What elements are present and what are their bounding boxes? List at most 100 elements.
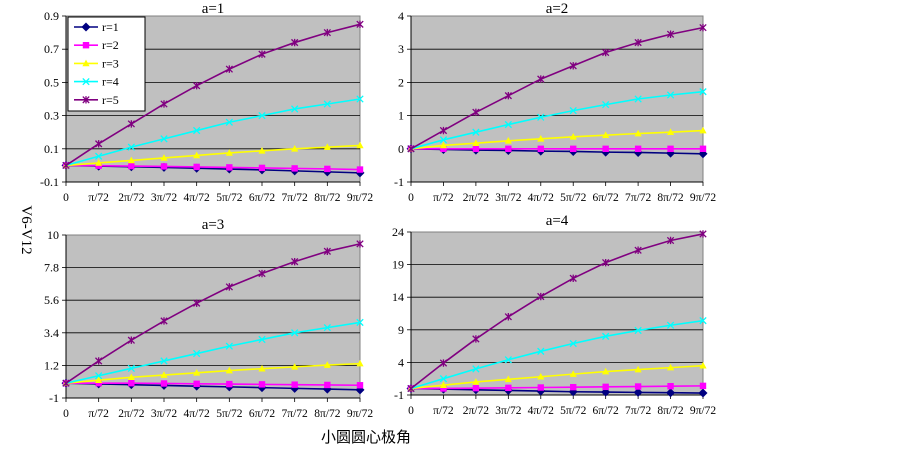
data-point bbox=[356, 141, 364, 149]
data-point bbox=[439, 359, 448, 367]
data-point bbox=[323, 143, 331, 150]
data-point bbox=[225, 342, 233, 350]
data-point bbox=[504, 375, 512, 383]
x-tick-label: 5π/72 bbox=[216, 408, 243, 420]
x-tick-label: 6π/72 bbox=[249, 192, 276, 204]
data-point bbox=[160, 100, 168, 108]
data-point bbox=[356, 359, 364, 367]
data-point bbox=[95, 162, 102, 169]
y-tick-label: 10 bbox=[47, 228, 59, 242]
data-point bbox=[95, 379, 102, 387]
data-point bbox=[699, 361, 707, 369]
data-point bbox=[504, 137, 512, 144]
series-line bbox=[410, 148, 704, 155]
x-tick-label: 5π/72 bbox=[216, 192, 243, 204]
y-tick-label: 0 bbox=[398, 142, 404, 156]
legend-marker bbox=[82, 42, 90, 49]
x-tick-label: 2π/72 bbox=[463, 192, 490, 204]
x-tick-label: 7π/72 bbox=[625, 405, 652, 417]
x-tick-label: 4π/72 bbox=[184, 408, 211, 420]
data-point bbox=[472, 365, 480, 373]
y-tick-label: -1 bbox=[49, 391, 59, 405]
series-line bbox=[65, 382, 361, 391]
data-point bbox=[666, 236, 675, 245]
series-line bbox=[410, 26, 704, 150]
data-point bbox=[356, 240, 364, 248]
series-line bbox=[65, 144, 361, 167]
data-point bbox=[127, 120, 135, 128]
data-point bbox=[569, 62, 577, 70]
data-point bbox=[699, 145, 707, 152]
data-point bbox=[602, 145, 609, 152]
data-point bbox=[504, 91, 512, 100]
data-point bbox=[160, 317, 168, 325]
chart-title: a=4 bbox=[546, 213, 569, 229]
y-axis-label: V6-V12 bbox=[18, 205, 34, 254]
data-point bbox=[323, 247, 331, 255]
chart-panel: -1 4 9 14 19 24 0 π/72 2π/72 3π/72 4π/72 5π/72 6π/72… bbox=[392, 213, 716, 417]
y-tick-label: -1 bbox=[394, 388, 404, 402]
data-point bbox=[666, 321, 675, 329]
data-point bbox=[472, 384, 480, 392]
series-line bbox=[65, 164, 361, 171]
data-point bbox=[128, 379, 135, 387]
data-point bbox=[569, 106, 577, 115]
x-tick-label: 3π/72 bbox=[151, 192, 178, 204]
data-point bbox=[570, 145, 577, 152]
data-point bbox=[602, 332, 610, 340]
data-point bbox=[699, 382, 707, 390]
chart-panel: -1 1.2 3.4 5.6 7.8 10 0 π/72 2π/72 3π/72 4π/72 5π/7… bbox=[44, 217, 373, 420]
data-point bbox=[127, 364, 135, 373]
data-point bbox=[225, 65, 233, 73]
data-point bbox=[667, 382, 674, 390]
data-point bbox=[440, 145, 447, 152]
x-tick-label: 9π/72 bbox=[690, 192, 717, 204]
data-point bbox=[505, 145, 512, 152]
plot-area bbox=[410, 231, 704, 396]
y-tick-label: 2 bbox=[398, 75, 404, 89]
data-point bbox=[291, 381, 298, 388]
data-point bbox=[569, 339, 577, 348]
legend-marker bbox=[82, 77, 90, 86]
data-point bbox=[291, 145, 299, 152]
data-point bbox=[258, 146, 266, 154]
data-point bbox=[291, 165, 298, 172]
data-point bbox=[537, 372, 545, 380]
data-point bbox=[698, 149, 708, 159]
data-point bbox=[193, 299, 201, 307]
x-tick-label: 4π/72 bbox=[528, 192, 555, 204]
x-tick-label: 5π/72 bbox=[560, 405, 587, 417]
series-line bbox=[410, 233, 704, 390]
data-point bbox=[127, 336, 135, 344]
data-point bbox=[634, 129, 642, 137]
x-tick-label: 5π/72 bbox=[560, 192, 587, 204]
data-point bbox=[699, 23, 707, 32]
data-point bbox=[323, 100, 331, 108]
x-tick-label: 8π/72 bbox=[657, 405, 684, 417]
series-line bbox=[66, 382, 361, 387]
data-point bbox=[356, 95, 364, 103]
legend-label: r=4 bbox=[102, 75, 119, 89]
data-point bbox=[504, 120, 512, 129]
legend-label: r=5 bbox=[102, 93, 119, 107]
data-point bbox=[225, 118, 233, 126]
data-point bbox=[95, 152, 103, 160]
data-point bbox=[258, 364, 266, 372]
data-point bbox=[699, 126, 707, 134]
data-point bbox=[258, 50, 266, 58]
data-point bbox=[193, 369, 201, 376]
x-tick-label: π/72 bbox=[433, 405, 454, 417]
data-point bbox=[225, 283, 233, 291]
data-point bbox=[128, 162, 135, 170]
data-point bbox=[225, 366, 233, 374]
data-point bbox=[602, 100, 610, 109]
x-tick-label: 3π/72 bbox=[495, 405, 522, 417]
x-axis-label: 小圆圆心极角 bbox=[321, 429, 411, 446]
data-point bbox=[407, 145, 415, 153]
data-point bbox=[356, 20, 364, 28]
series-line bbox=[411, 385, 704, 390]
x-tick-label: π/72 bbox=[88, 408, 109, 420]
data-point bbox=[160, 163, 168, 170]
x-tick-label: 4π/72 bbox=[528, 405, 555, 417]
x-tick-label: 9π/72 bbox=[690, 405, 717, 417]
